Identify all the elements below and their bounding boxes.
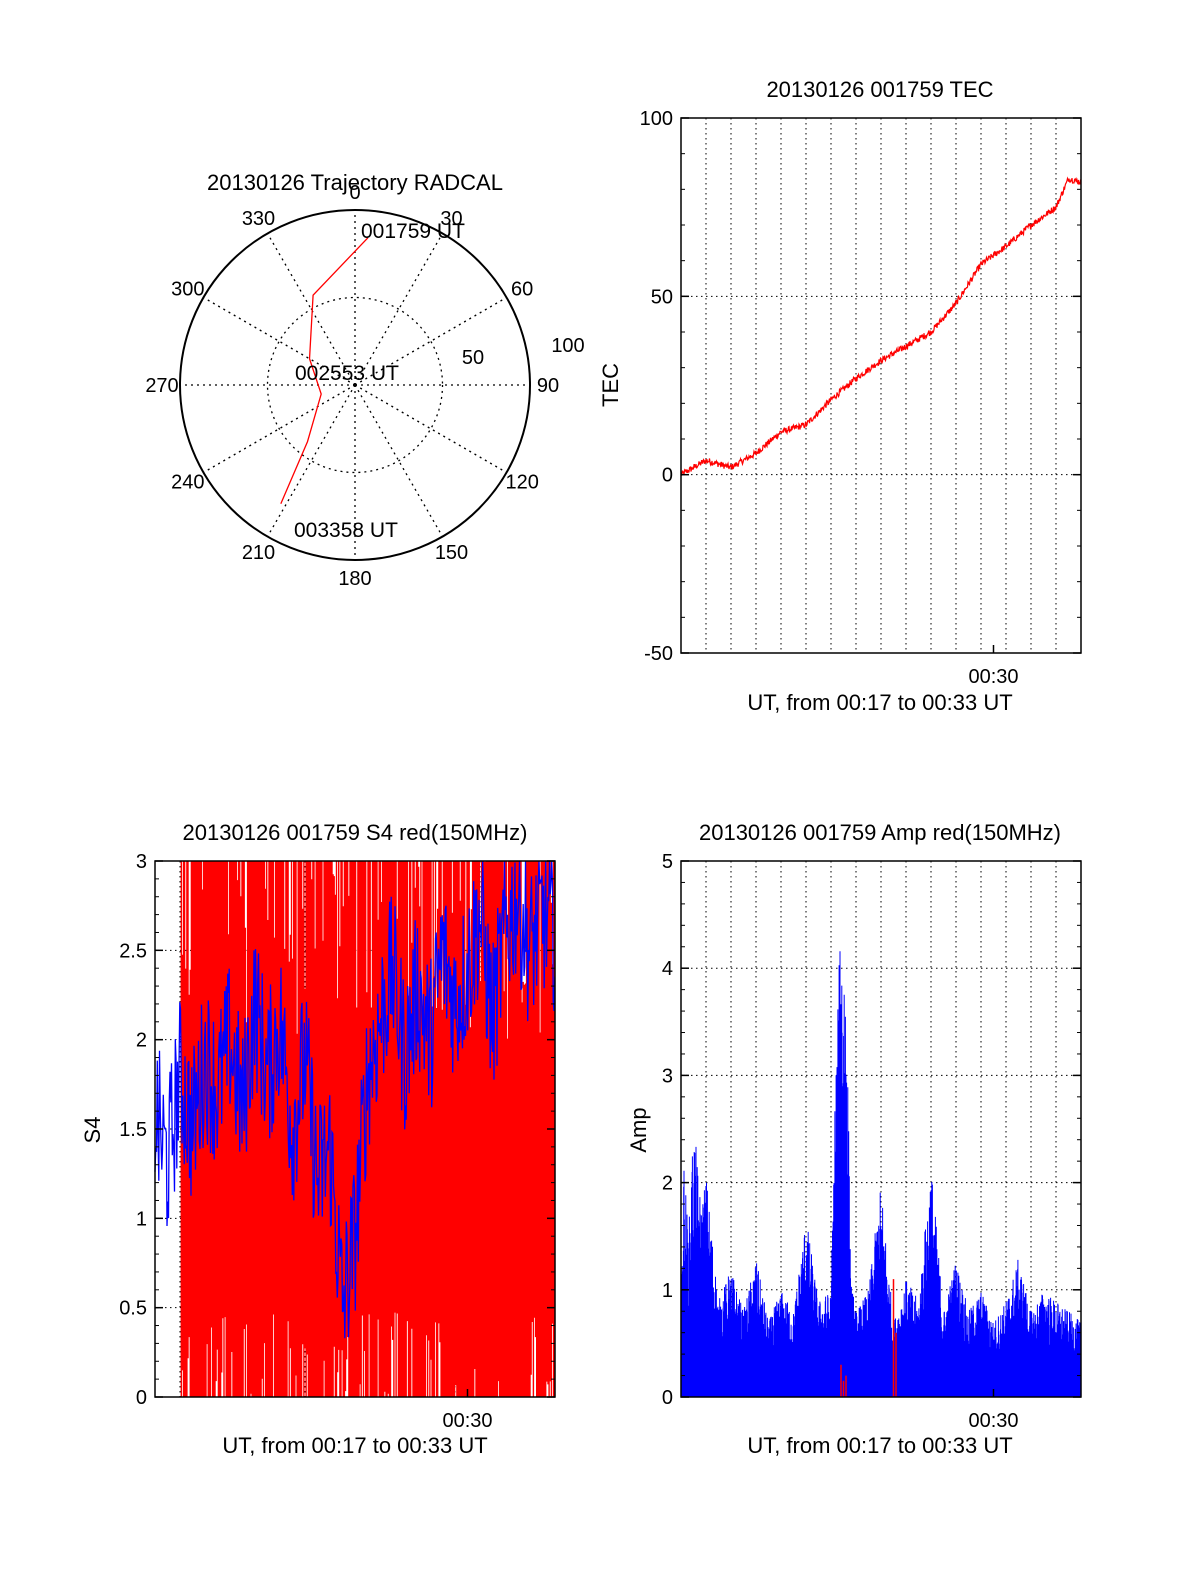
grid (681, 118, 1081, 653)
plot-frame (680, 117, 1082, 654)
y-tick-label: 2 (662, 1173, 673, 1195)
y-tick-label: 1 (662, 1280, 673, 1302)
y-tick-label: 0 (136, 1387, 147, 1409)
polar-grid (180, 210, 530, 560)
polar-outer-circle (179, 209, 531, 561)
series-layer (680, 176, 1082, 476)
polar-angle-label: 240 (171, 472, 204, 494)
polar-radial-label: 50 (462, 347, 484, 369)
trajectory-annotation: 003358 UT (294, 519, 398, 542)
x-tick-label: 00:30 (442, 1410, 492, 1432)
polar-spoke (354, 296, 507, 386)
polar-spoke (354, 233, 444, 386)
plot-frame (680, 860, 1082, 1398)
polar-angle-label: 120 (505, 472, 538, 494)
y-axis-label: Amp (626, 1107, 651, 1152)
polar-angle-label: 270 (145, 375, 178, 397)
series-layer (154, 860, 556, 1397)
polar-radial-labels: 50 100 (462, 335, 585, 369)
chart-title: 20130126 001759 S4 red(150MHz) (183, 820, 528, 845)
polar-radial-label: 100 (551, 335, 584, 357)
amp-red-series (840, 1279, 897, 1397)
polar-spoke (203, 384, 356, 474)
polar-angle-label: 30 (440, 208, 462, 230)
ticks: 100 50 0 -50 00:30 (640, 108, 1081, 688)
polar-spoke (266, 384, 356, 537)
trajectory-line (280, 237, 369, 504)
s4-blue-series (154, 860, 556, 1339)
amp-chart: 20130126 001759 Amp red(150MHz) 5 4 3 2 1 0 00… (626, 820, 1082, 1458)
trajectory-annotation: 002553 UT (295, 362, 399, 385)
polar-angle-label: 90 (537, 375, 559, 397)
polar-annotations: 001759 UT 002553 UT 003358 UT (294, 220, 465, 542)
trajectory-polar-chart: 20130126 Trajectory RADCAL 0 30 60 90 120 150… (145, 170, 584, 590)
polar-angle-label: 60 (511, 279, 533, 301)
polar-spoke (354, 384, 507, 474)
polar-angle-label: 330 (242, 208, 275, 230)
y-tick-label: 1.5 (119, 1119, 147, 1141)
y-tick-label: 0.5 (119, 1298, 147, 1320)
x-axis-label: UT, from 00:17 to 00:33 UT (222, 1433, 487, 1458)
y-tick-label: 3 (662, 1065, 673, 1087)
y-axis-label: S4 (80, 1117, 105, 1144)
series-layer (680, 951, 1082, 1397)
s4-chart: 20130126 001759 S4 red(150MHz) 3 2.5 2 1.5 1… (80, 820, 556, 1458)
amp-blue-series (680, 951, 1082, 1397)
y-tick-label: 4 (662, 958, 673, 980)
polar-series (280, 237, 369, 504)
y-tick-label: -50 (644, 643, 673, 665)
ticks: 3 2.5 2 1.5 1 0.5 0 00:30 (119, 851, 555, 1432)
x-tick-label: 00:30 (968, 1410, 1018, 1432)
polar-angle-label: 150 (435, 542, 468, 564)
ticks: 5 4 3 2 1 0 00:30 (662, 851, 1081, 1432)
chart-title: 20130126 001759 TEC (766, 77, 993, 102)
y-tick-label: 1 (136, 1208, 147, 1230)
polar-spoke (354, 384, 444, 537)
polar-angle-labels: 0 30 60 90 120 150 180 210 240 270 300 330 (145, 182, 559, 590)
chart-title: 20130126 Trajectory RADCAL (207, 170, 503, 195)
s4-red-series (180, 861, 556, 1397)
tec-chart: 20130126 001759 TEC 100 50 0 -50 00:30 UT, f… (598, 77, 1082, 715)
x-axis-label: UT, from 00:17 to 00:33 UT (747, 1433, 1012, 1458)
chart-title: 20130126 001759 Amp red(150MHz) (699, 820, 1061, 845)
y-tick-label: 2 (136, 1030, 147, 1052)
polar-angle-label: 180 (338, 568, 371, 590)
y-tick-label: 100 (640, 108, 673, 130)
trajectory-annotation: 001759 UT (361, 220, 465, 243)
polar-angle-label: 0 (349, 182, 360, 204)
polar-spoke (203, 296, 356, 386)
polar-spoke (266, 233, 356, 386)
y-tick-label: 2.5 (119, 940, 147, 962)
x-axis-label: UT, from 00:17 to 00:33 UT (747, 690, 1012, 715)
y-tick-label: 5 (662, 851, 673, 873)
polar-ring (266, 296, 444, 474)
y-tick-label: 50 (651, 286, 673, 308)
tec-series-line (680, 176, 1082, 476)
x-tick-label: 00:30 (968, 666, 1018, 688)
y-tick-label: 3 (136, 851, 147, 873)
polar-angle-label: 300 (171, 279, 204, 301)
y-tick-label: 0 (662, 1387, 673, 1409)
y-axis-label: TEC (598, 363, 623, 407)
polar-angle-label: 210 (242, 542, 275, 564)
y-tick-label: 0 (662, 465, 673, 487)
